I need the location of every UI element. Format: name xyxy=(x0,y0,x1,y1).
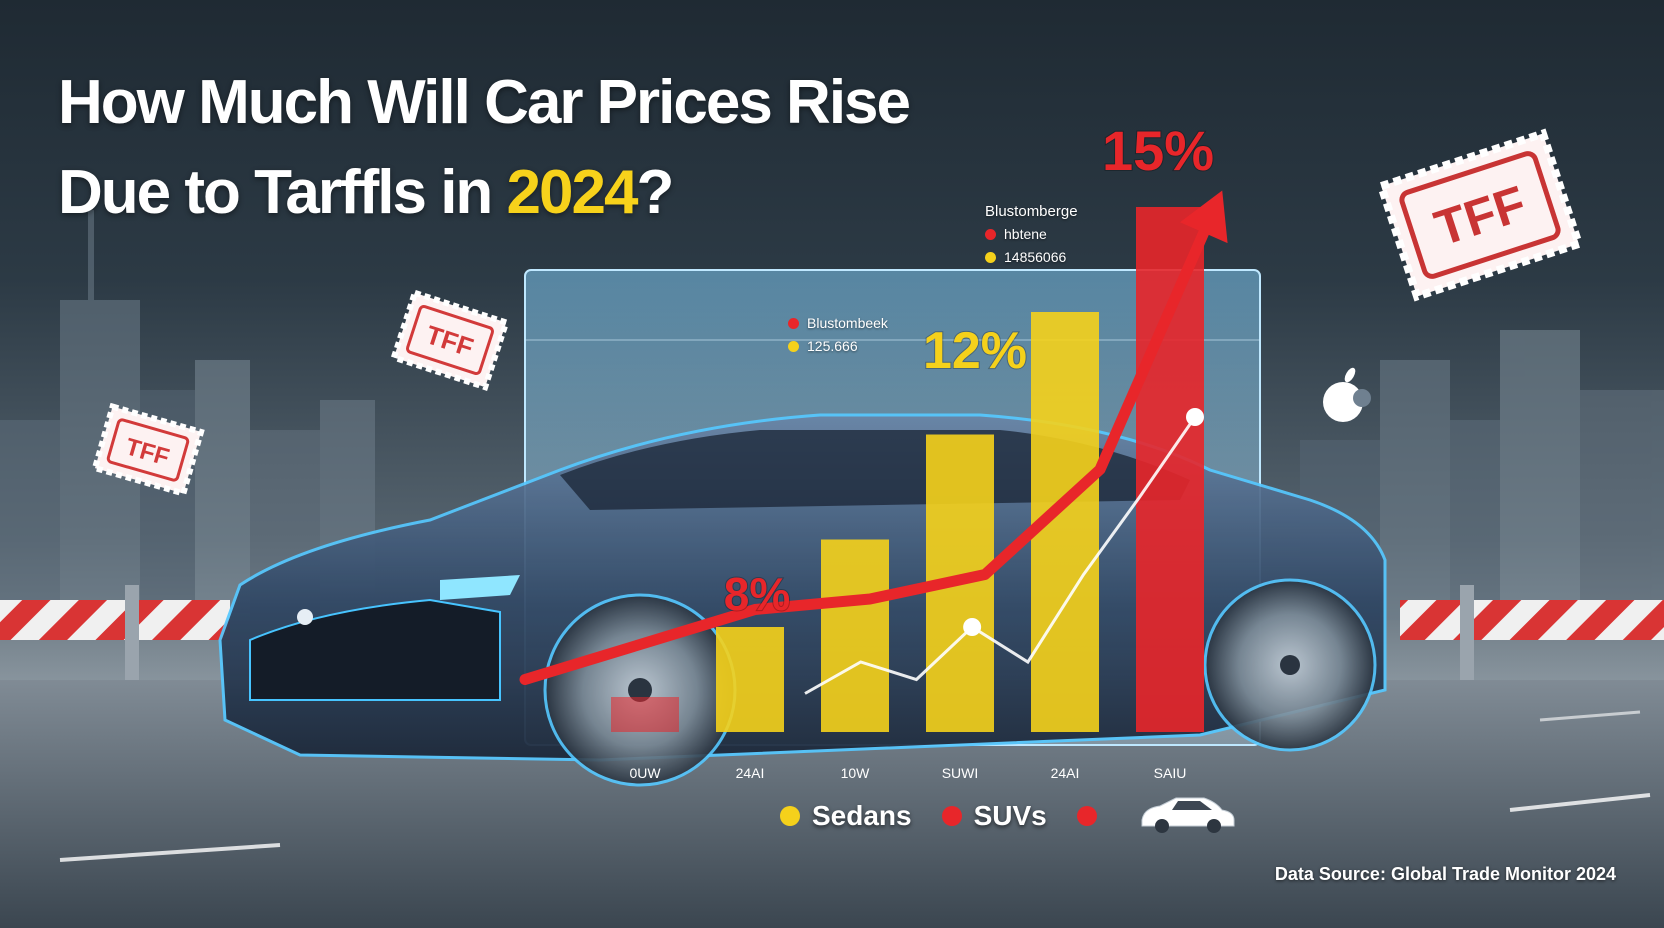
mini-legend-title: Blustomberge xyxy=(985,203,1078,220)
x-tick-label: 24AI xyxy=(736,765,765,781)
legend-dot xyxy=(985,252,996,263)
title-line2: Due to Tarffls in xyxy=(58,158,507,227)
road-barrier-left xyxy=(0,585,230,695)
tariff-stamp-right: TFF xyxy=(1376,128,1584,302)
tariff-stamp-small: TFF xyxy=(91,402,205,498)
chart-title: How Much Will Car Prices Rise Due to Tar… xyxy=(58,58,911,238)
bar-suvs-0 xyxy=(611,697,679,732)
bar-sedans-2 xyxy=(821,539,889,732)
chart-legend: Sedans SUVs xyxy=(780,800,1205,832)
legend-dot-car xyxy=(1076,806,1097,826)
x-tick-label: 0UW xyxy=(629,765,661,781)
legend-dot-sedans xyxy=(780,806,800,826)
road-barrier-right xyxy=(1400,585,1664,695)
legend-item-car xyxy=(1076,806,1205,826)
legend-item-sedans: Sedans xyxy=(780,800,912,832)
tariff-stamp-left: TFF xyxy=(390,289,510,391)
car-badge-icon xyxy=(297,609,313,625)
bar-series xyxy=(611,207,1204,732)
annotation-label: 15% xyxy=(1102,119,1214,182)
legend-dot xyxy=(788,341,799,352)
title-year: 2024 xyxy=(506,158,639,227)
mini-legend-item: Blustombeek xyxy=(788,312,888,335)
trend-arrow-head xyxy=(1179,190,1228,244)
trend-arrow-line xyxy=(519,201,1221,685)
secondary-line-point xyxy=(1186,408,1204,426)
apple-logo-icon xyxy=(1323,367,1371,422)
annotation-label: 8% xyxy=(724,568,790,620)
x-tick-label: SAIU xyxy=(1154,765,1187,781)
x-tick-label: SUWI xyxy=(942,765,979,781)
bar-sedans-1 xyxy=(716,627,784,732)
mini-legend-item: hbtene xyxy=(985,223,1078,246)
mini-legend-item: 125.666 xyxy=(788,335,888,358)
x-tick-label: 10W xyxy=(841,765,871,781)
secondary-line xyxy=(804,416,1197,695)
legend-dot-suvs xyxy=(941,806,962,826)
mini-legend-item: 14856066 xyxy=(985,246,1078,269)
legend-dot xyxy=(985,229,996,240)
mini-legend-label: hbtene xyxy=(1004,226,1047,242)
x-tick-label: 24AI xyxy=(1051,765,1080,781)
data-source: Data Source: Global Trade Monitor 2024 xyxy=(1274,864,1616,884)
mini-legend-label: 14856066 xyxy=(1004,249,1067,265)
bar-suvs-5 xyxy=(1136,207,1204,732)
mini-legend-label: Blustombeek xyxy=(807,315,888,331)
trend-lines xyxy=(519,190,1228,695)
secondary-line-point xyxy=(963,618,982,636)
city-skyline xyxy=(0,210,1664,620)
mini-legend-label: 125.666 xyxy=(807,338,858,354)
car-icon xyxy=(1141,797,1235,833)
mini-legend-top: Blustomberge hbtene 14856066 xyxy=(985,200,1078,269)
x-axis-ticks: 0UW 24AI 10W SUWI 24AI SAIU xyxy=(629,765,1186,781)
legend-label-suvs: SUVs xyxy=(973,800,1047,831)
annotation-label: 12% xyxy=(923,322,1027,380)
legend-dot xyxy=(788,318,799,329)
value-annotations: 8% 12% 15% xyxy=(723,118,1215,621)
legend-item-suvs: SUVs xyxy=(941,800,1047,832)
legend-label-sedans: Sedans xyxy=(812,800,912,831)
title-suffix: ? xyxy=(636,158,674,227)
mini-legend-panel: Blustombeek 125.666 xyxy=(788,312,888,358)
title-line1: How Much Will Car Prices Rise xyxy=(58,68,911,137)
